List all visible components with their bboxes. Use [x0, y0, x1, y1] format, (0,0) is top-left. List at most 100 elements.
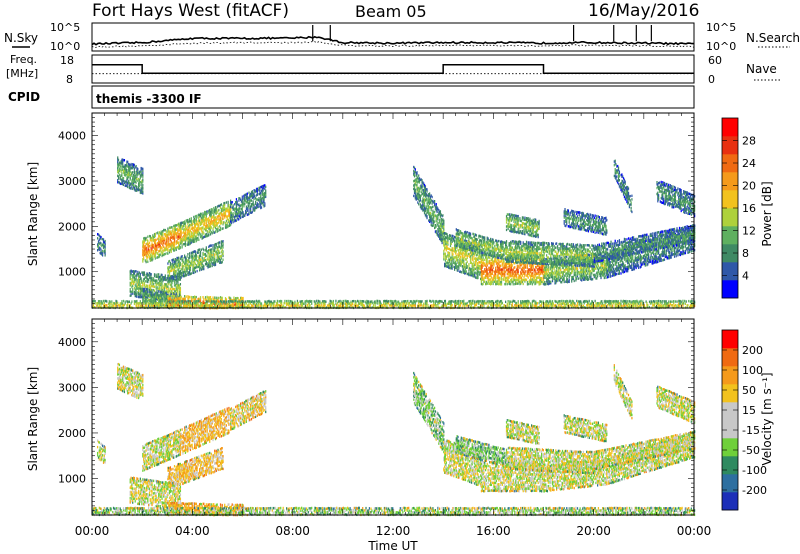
- range-time-cell: [191, 223, 193, 226]
- range-time-cell: [106, 303, 108, 307]
- range-time-cell: [143, 243, 145, 247]
- range-time-cell: [173, 240, 176, 244]
- range-time-cell: [140, 187, 142, 190]
- range-time-cell: [246, 207, 248, 210]
- range-time-cell: [432, 205, 434, 208]
- range-time-cell: [215, 217, 217, 221]
- range-time-cell: [166, 231, 168, 235]
- range-time-cell: [180, 239, 182, 243]
- range-time-cell: [213, 217, 215, 220]
- range-time-cell: [137, 167, 139, 171]
- range-time-cell: [126, 169, 128, 172]
- range-time-cell: [173, 224, 176, 228]
- range-time-cell: [131, 164, 133, 167]
- range-time-cell: [215, 209, 217, 213]
- range-time-cell: [197, 232, 199, 235]
- range-time-cell: [151, 242, 153, 246]
- range-time-cell: [156, 242, 158, 245]
- range-time-cell: [170, 226, 172, 229]
- range-time-cell: [177, 246, 179, 249]
- range-time-cell: [195, 239, 197, 243]
- range-time-cell: [175, 304, 177, 308]
- range-time-cell: [395, 300, 397, 303]
- range-time-cell: [541, 300, 543, 303]
- range-time-cell: [161, 248, 163, 251]
- range-time-cell: [140, 171, 142, 174]
- range-time-cell: [143, 247, 146, 250]
- range-time-cell: [451, 303, 453, 307]
- range-time-cell: [426, 214, 428, 218]
- range-time-cell: [151, 240, 153, 243]
- range-time-cell: [497, 299, 499, 303]
- range-time-cell: [180, 241, 182, 245]
- range-time-cell: [164, 252, 166, 256]
- range-time-cell: [102, 238, 105, 241]
- range-time-cell: [104, 252, 106, 255]
- range-time-cell: [434, 200, 436, 203]
- range-time-cell: [212, 227, 214, 230]
- range-time-cell: [153, 235, 156, 238]
- range-time-cell: [102, 237, 104, 241]
- range-time-cell: [184, 234, 187, 237]
- range-time-cell: [125, 174, 127, 177]
- range-time-cell: [179, 228, 181, 232]
- range-time-cell: [119, 176, 121, 179]
- range-time-cell: [192, 228, 194, 231]
- range-time-cell: [201, 220, 203, 223]
- range-time-cell: [132, 187, 134, 191]
- range-time-cell: [210, 220, 212, 223]
- range-time-cell: [152, 234, 154, 237]
- range-time-cell: [691, 299, 693, 303]
- cpid-label: CPID: [8, 90, 40, 104]
- range-time-cell: [204, 218, 207, 222]
- nsearch-label: N.Search: [746, 31, 800, 45]
- range-time-cell: [188, 243, 190, 246]
- range-time-cell: [207, 234, 209, 237]
- range-time-cell: [156, 252, 158, 255]
- range-time-cell: [142, 186, 144, 189]
- range-time-cell: [187, 233, 189, 236]
- range-time-cell: [192, 238, 194, 242]
- range-time-cell: [151, 236, 153, 240]
- range-time-cell: [562, 299, 564, 303]
- range-time-cell: [129, 176, 131, 180]
- range-time-cell: [211, 209, 213, 213]
- range-time-cell: [260, 194, 262, 197]
- range-time-cell: [620, 299, 622, 303]
- range-time-cell: [217, 226, 219, 229]
- range-time-cell: [189, 238, 192, 241]
- range-time-cell: [284, 302, 286, 305]
- range-time-cell: [210, 214, 212, 217]
- range-time-cell: [235, 204, 238, 208]
- range-time-cell: [413, 194, 415, 198]
- range-time-cell: [144, 248, 146, 252]
- range-time-cell: [104, 250, 106, 253]
- range-time-cell: [175, 234, 177, 237]
- range-time-cell: [149, 236, 151, 240]
- range-time-cell: [143, 245, 146, 248]
- range-time-cell: [102, 304, 105, 307]
- range-time-cell: [685, 300, 687, 303]
- range-time-cell: [181, 239, 183, 243]
- range-time-cell: [170, 292, 172, 296]
- noise-panel: N.Sky 10^5 10^0 10^5 10^0 N.Search: [4, 21, 800, 53]
- range-time-cell: [205, 218, 207, 222]
- range-time-cell: [169, 230, 172, 233]
- range-time-cell: [97, 233, 100, 236]
- range-time-cell: [157, 255, 159, 259]
- range-time-cell: [187, 231, 189, 234]
- range-time-cell: [377, 299, 379, 303]
- range-time-cell: [194, 223, 196, 226]
- range-time-cell: [209, 222, 211, 226]
- nsearch-tick-top: 10^5: [706, 21, 736, 34]
- range-time-cell: [137, 188, 139, 191]
- range-time-cell: [128, 181, 130, 185]
- range-time-cell: [248, 204, 250, 207]
- range-time-cell: [160, 293, 162, 296]
- range-time-cell: [133, 174, 135, 177]
- range-time-cell: [195, 256, 197, 259]
- range-time-cell: [143, 294, 146, 297]
- range-time-cell: [454, 299, 457, 303]
- range-time-cell: [227, 200, 229, 204]
- range-time-cell: [435, 230, 437, 233]
